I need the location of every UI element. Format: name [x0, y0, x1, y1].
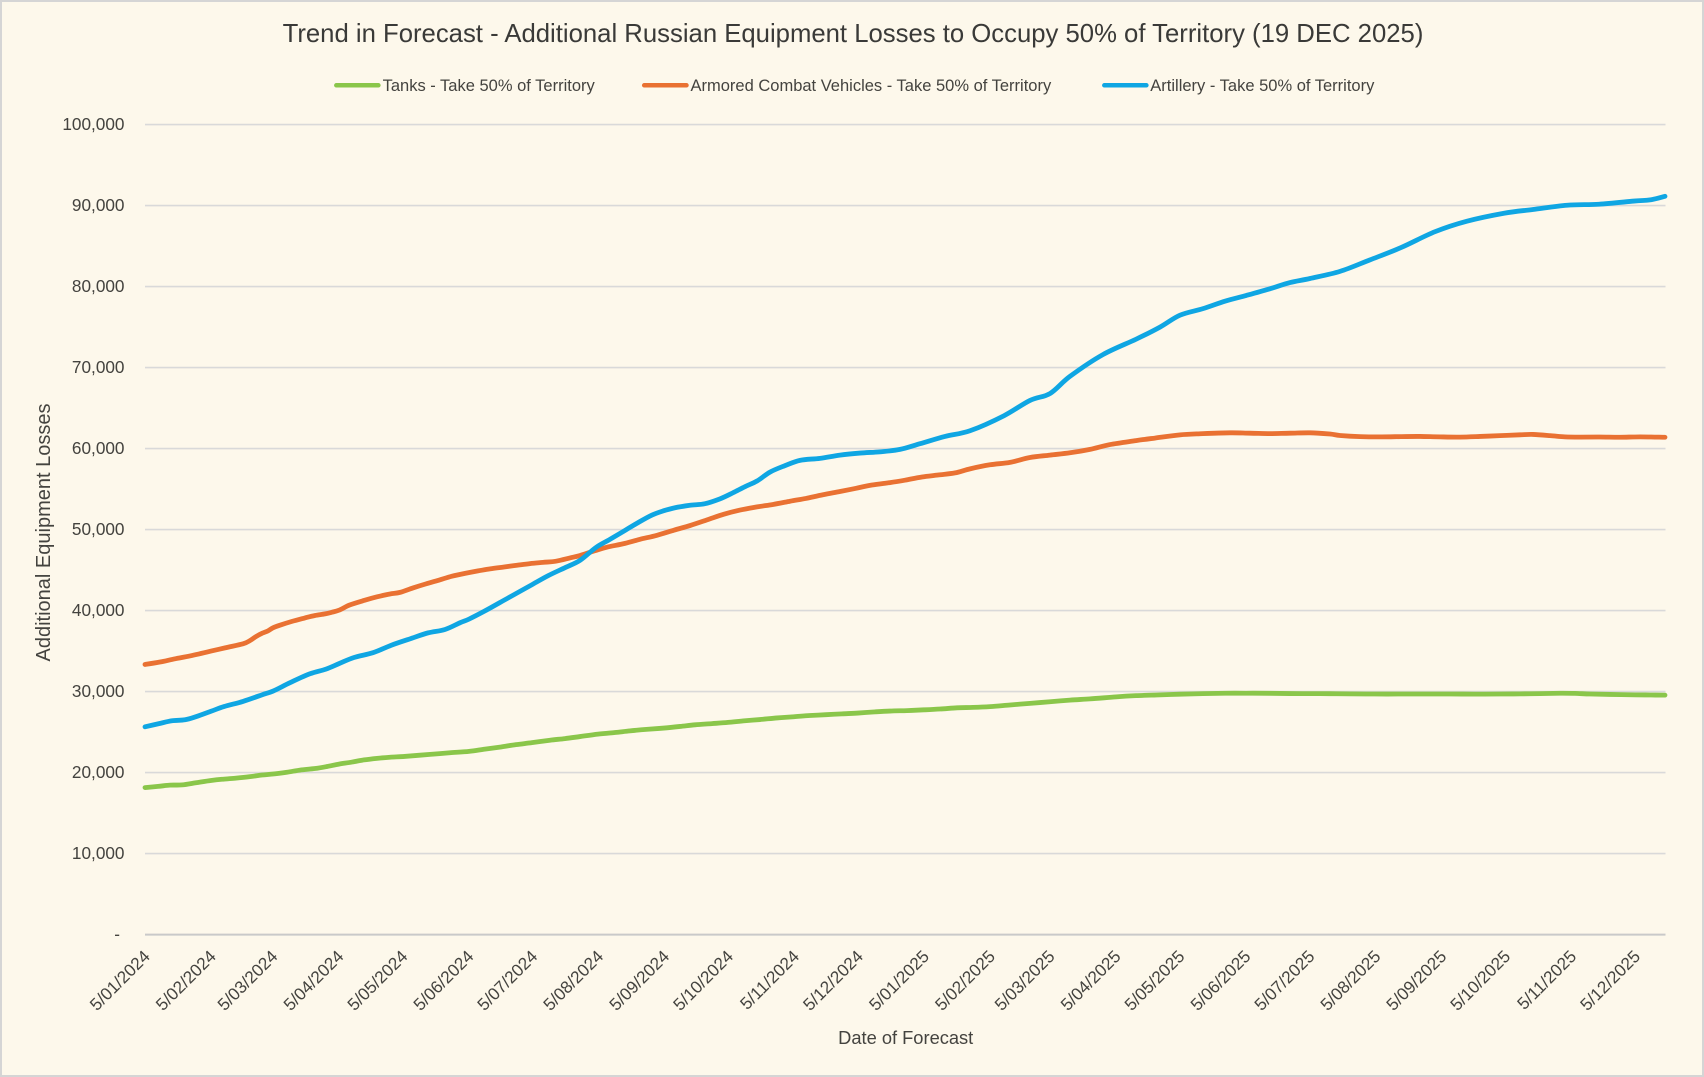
svg-text:90,000: 90,000 — [72, 195, 125, 215]
svg-text:50,000: 50,000 — [72, 519, 125, 539]
svg-text:70,000: 70,000 — [72, 357, 125, 377]
svg-text:Date of Forecast: Date of Forecast — [838, 1027, 973, 1048]
svg-text:-: - — [114, 924, 120, 944]
svg-text:40,000: 40,000 — [72, 600, 125, 620]
svg-text:60,000: 60,000 — [72, 438, 125, 458]
svg-text:Artillery - Take 50% of Territ: Artillery - Take 50% of Territory — [1150, 77, 1375, 95]
svg-text:80,000: 80,000 — [72, 276, 125, 296]
svg-text:Tanks - Take 50% of Territory: Tanks - Take 50% of Territory — [383, 77, 596, 95]
svg-text:30,000: 30,000 — [72, 681, 125, 701]
svg-text:Trend in Forecast - Additional: Trend in Forecast - Additional Russian E… — [283, 20, 1424, 48]
svg-text:Armored Combat Vehicles - Take: Armored Combat Vehicles - Take 50% of Te… — [691, 77, 1052, 95]
svg-text:20,000: 20,000 — [72, 762, 125, 782]
svg-text:100,000: 100,000 — [62, 114, 124, 134]
svg-text:10,000: 10,000 — [72, 843, 125, 863]
svg-text:Additional Equipment Losses: Additional Equipment Losses — [33, 404, 55, 662]
